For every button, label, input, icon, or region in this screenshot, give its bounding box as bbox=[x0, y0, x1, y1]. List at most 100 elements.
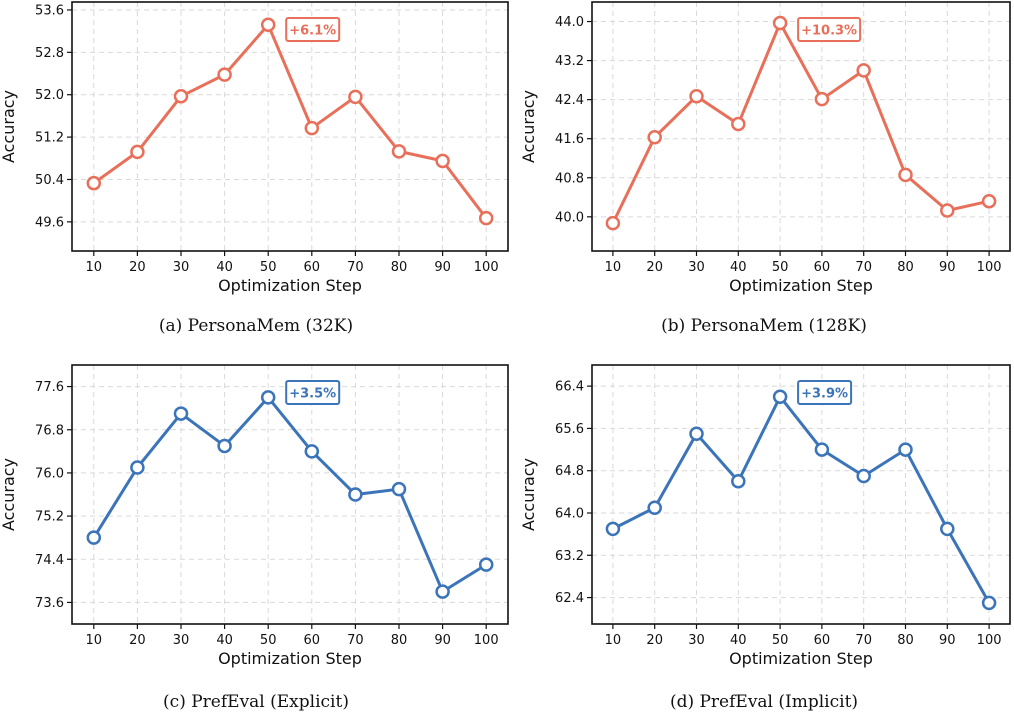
data-point bbox=[898, 442, 913, 457]
x-tick-label: 10 bbox=[605, 260, 622, 275]
x-axis-label: Optimization Step bbox=[729, 649, 873, 668]
series-line bbox=[612, 395, 991, 604]
data-point bbox=[689, 88, 704, 104]
y-axis-label: Accuracy bbox=[519, 458, 538, 531]
data-point bbox=[435, 153, 450, 169]
data-point bbox=[173, 406, 189, 421]
x-tick-label: 60 bbox=[814, 260, 831, 275]
y-tick-label: 76.0 bbox=[35, 466, 64, 481]
x-tick-label: 20 bbox=[646, 260, 663, 275]
x-tick-label: 100 bbox=[474, 260, 499, 275]
data-point bbox=[605, 521, 621, 537]
x-axis-label: Optimization Step bbox=[218, 649, 362, 668]
y-tick-label: 65.6 bbox=[555, 422, 584, 437]
data-point bbox=[731, 116, 746, 132]
x-tick-label: 30 bbox=[688, 260, 705, 275]
plot-frame bbox=[591, 1, 1011, 252]
panel-caption: (b) PersonaMem (128K) bbox=[661, 316, 867, 336]
y-tick-label: 40.8 bbox=[555, 171, 584, 186]
x-tick-label: 50 bbox=[260, 633, 277, 648]
y-tick-label: 43.2 bbox=[555, 54, 584, 69]
data-point bbox=[304, 444, 320, 459]
x-tick-label: 90 bbox=[939, 260, 956, 275]
x-tick-label: 30 bbox=[173, 260, 190, 275]
data-point bbox=[605, 215, 621, 231]
data-point bbox=[940, 203, 955, 218]
y-tick-label: 44.0 bbox=[555, 15, 584, 30]
chart-panel-3: 10 20 30 40 50 60 70 80 90 100 73.6 74.4 75.2 76.0 76.… bbox=[0, 364, 509, 712]
x-tick-label: 30 bbox=[688, 633, 705, 648]
data-point bbox=[981, 595, 997, 611]
data-point bbox=[260, 390, 276, 405]
y-tick-label: 66.4 bbox=[555, 380, 584, 395]
y-tick-label: 64.0 bbox=[555, 507, 584, 522]
improvement-badge bbox=[285, 17, 341, 42]
y-tick-label: 77.6 bbox=[35, 380, 64, 395]
data-point bbox=[391, 144, 407, 159]
data-point bbox=[981, 193, 997, 209]
y-tick-label: 64.8 bbox=[555, 464, 584, 479]
data-point bbox=[478, 210, 494, 226]
data-point bbox=[647, 500, 662, 515]
x-tick-label: 10 bbox=[86, 633, 103, 648]
y-tick-label: 75.2 bbox=[35, 510, 64, 525]
data-point bbox=[217, 438, 232, 454]
chart-panel-4: 10 20 30 40 50 60 70 80 90 100 62.4 63.2 64.0 64.8 65.… bbox=[519, 364, 1011, 712]
y-tick-label: 40.0 bbox=[555, 210, 584, 225]
x-tick-label: 60 bbox=[814, 633, 831, 648]
chart-panel-2: 10 20 30 40 50 60 70 80 90 100 40.0 40.8 41.6 42.4 43.… bbox=[519, 1, 1011, 336]
panel-caption: (a) PersonaMem (32K) bbox=[159, 316, 353, 336]
y-tick-label: 52.8 bbox=[35, 46, 64, 61]
chart-panel-1: 10 20 30 40 50 60 70 80 90 100 49.6 50.4 51.2 52.0 52.… bbox=[0, 1, 509, 336]
data-point bbox=[478, 557, 494, 572]
x-tick-label: 60 bbox=[304, 260, 321, 275]
y-tick-label: 50.4 bbox=[35, 173, 64, 188]
data-point bbox=[435, 584, 450, 599]
series-line bbox=[92, 23, 488, 220]
x-tick-label: 30 bbox=[173, 633, 190, 648]
y-tick-label: 73.6 bbox=[35, 596, 64, 611]
improvement-badge bbox=[797, 17, 862, 42]
plot-frame bbox=[591, 364, 1011, 625]
data-point bbox=[940, 521, 955, 537]
data-point bbox=[856, 468, 871, 484]
data-point bbox=[772, 15, 788, 31]
x-tick-label: 10 bbox=[605, 633, 622, 648]
x-tick-label: 80 bbox=[897, 633, 914, 648]
x-tick-label: 100 bbox=[977, 633, 1002, 648]
data-point bbox=[689, 426, 704, 441]
data-point bbox=[348, 487, 363, 502]
data-point bbox=[173, 89, 189, 104]
y-tick-label: 49.6 bbox=[35, 215, 64, 230]
plot-frame bbox=[71, 364, 509, 625]
x-tick-label: 90 bbox=[434, 260, 451, 275]
y-tick-label: 41.6 bbox=[555, 132, 584, 147]
y-tick-label: 51.2 bbox=[35, 131, 64, 146]
data-point bbox=[391, 481, 407, 497]
improvement-badge-text: +3.5% bbox=[289, 387, 336, 402]
x-axis-label: Optimization Step bbox=[729, 276, 873, 295]
series-line bbox=[92, 395, 487, 594]
x-tick-label: 50 bbox=[772, 260, 789, 275]
data-point bbox=[260, 17, 276, 33]
y-tick-label: 63.2 bbox=[555, 549, 584, 564]
data-point bbox=[130, 144, 145, 160]
x-tick-label: 70 bbox=[855, 633, 872, 648]
panel-caption: (c) PrefEval (Explicit) bbox=[163, 692, 349, 712]
series-line bbox=[611, 21, 990, 224]
y-tick-label: 42.4 bbox=[555, 93, 584, 108]
data-point bbox=[130, 460, 145, 475]
y-tick-label: 53.6 bbox=[35, 3, 64, 18]
improvement-badge-text: +6.1% bbox=[289, 24, 336, 39]
y-axis-label: Accuracy bbox=[0, 90, 18, 163]
x-tick-label: 70 bbox=[855, 260, 872, 275]
x-tick-label: 60 bbox=[304, 633, 321, 648]
data-point bbox=[731, 474, 746, 489]
data-point bbox=[647, 129, 662, 145]
data-point bbox=[898, 167, 913, 183]
x-tick-label: 80 bbox=[897, 260, 914, 275]
plot-frame bbox=[71, 1, 509, 252]
y-tick-label: 52.0 bbox=[35, 88, 64, 103]
improvement-badge-text: +3.9% bbox=[801, 387, 848, 402]
